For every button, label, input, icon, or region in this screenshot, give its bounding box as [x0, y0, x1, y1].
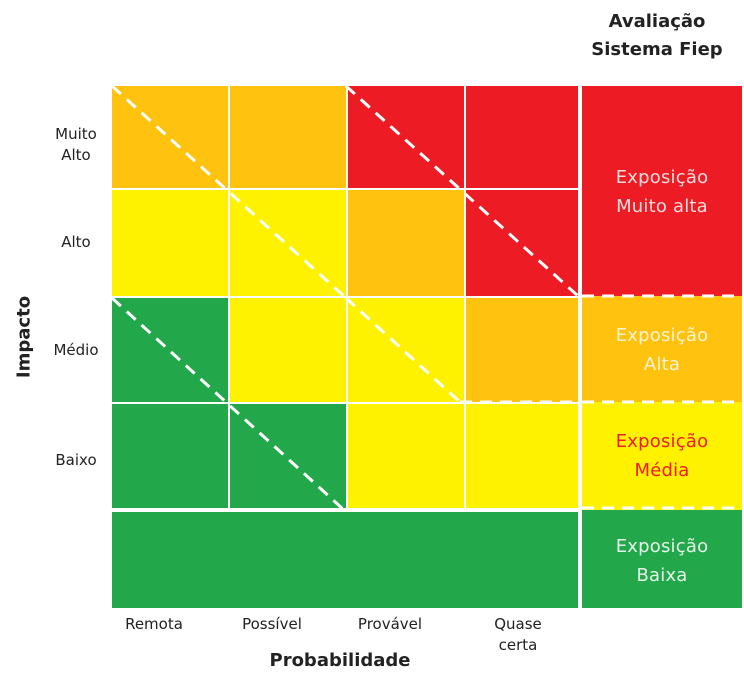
probability-label-line1: Provável [357, 615, 423, 633]
matrix-cell [466, 298, 578, 402]
probability-label-line1: Quase [494, 615, 542, 633]
boundary-line [344, 84, 580, 298]
probability-label-remota: Remota [96, 614, 212, 635]
impact-label-line2: Alto [61, 146, 91, 164]
impact-label-line1: Muito [55, 125, 97, 143]
exposure-label-line1: Exposição [615, 325, 709, 346]
matrix-cell [348, 298, 464, 402]
probability-label-line2: certa [498, 636, 538, 654]
impact-label-alto: Alto [40, 232, 112, 253]
y-axis-title: Impacto [13, 295, 35, 379]
impact-label-muito-alto: Muito Alto [40, 124, 112, 166]
exposure-boundary-lines [582, 294, 742, 510]
panel-title-line2: Sistema Fiep [591, 39, 723, 60]
boundary-line [344, 296, 462, 404]
exposure-panel [582, 86, 742, 608]
exposure-band-media [582, 402, 742, 510]
probability-label-possivel: Possível [214, 614, 330, 635]
impact-label-line1: Médio [53, 341, 99, 359]
impact-label-line1: Baixo [55, 451, 97, 469]
matrix-cell [230, 86, 346, 188]
probability-label-quase-certa: Quase certa [460, 614, 576, 656]
probability-label-line1: Remota [125, 615, 183, 633]
exposure-label-media: Exposição Média [582, 427, 742, 485]
probability-label-line1: Possível [242, 615, 302, 633]
exposure-label-alta: Exposição Alta [582, 321, 742, 379]
exposure-label-line2: Média [634, 460, 690, 481]
matrix-cell [112, 190, 228, 296]
exposure-label-line2: Muito alta [616, 196, 708, 217]
matrix-cell [112, 404, 228, 508]
panel-title-line1: Avaliação [608, 11, 706, 32]
matrix-low-band [112, 512, 578, 608]
matrix-cell [348, 190, 464, 296]
exposure-label-line1: Exposição [615, 536, 709, 557]
matrix-cell [348, 404, 464, 508]
impact-label-line1: Alto [61, 233, 91, 251]
matrix-cell [466, 404, 578, 508]
matrix-cell [230, 190, 346, 296]
impact-label-medio: Médio [40, 340, 112, 361]
impact-label-baixo: Baixo [40, 450, 112, 471]
risk-matrix [110, 84, 580, 608]
matrix-cell [230, 298, 346, 402]
matrix-boundary-lines [110, 84, 580, 512]
matrix-cell [230, 404, 346, 508]
exposure-band-baixa [582, 510, 742, 608]
exposure-label-line1: Exposição [615, 431, 709, 452]
exposure-band-muito-alta [582, 86, 742, 296]
x-axis-title: Probabilidade [269, 650, 411, 671]
exposure-label-line2: Alta [643, 354, 681, 375]
exposure-label-line2: Baixa [636, 565, 688, 586]
exposure-label-baixa: Exposição Baixa [582, 532, 742, 590]
probability-label-provavel: Provável [332, 614, 448, 635]
matrix-cell [466, 86, 578, 188]
boundary-line [110, 84, 348, 300]
matrix-cell [348, 86, 464, 188]
boundary-line [110, 296, 346, 512]
exposure-label-muito-alta: Exposição Muito alta [582, 163, 742, 221]
exposure-band-alta [582, 296, 742, 402]
exposure-label-line1: Exposição [615, 167, 709, 188]
panel-title: Avaliação Sistema Fiep [572, 8, 742, 64]
